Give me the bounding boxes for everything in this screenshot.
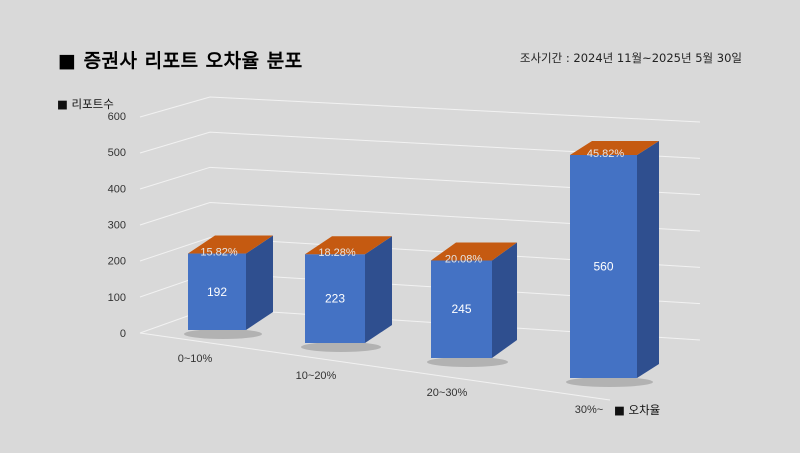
bar-shadow xyxy=(301,342,381,352)
x-category-label: 20~30% xyxy=(427,387,468,399)
y-axis-label: ■ 리포트수 xyxy=(57,97,114,111)
bar-top xyxy=(570,141,659,155)
bar xyxy=(188,253,246,330)
legend-entry: ■ 오차율 xyxy=(614,403,661,417)
x-category-label: 10~20% xyxy=(296,370,337,382)
bar-side xyxy=(246,235,273,330)
gridline xyxy=(139,201,701,232)
chart-title: ■ 증권사 리포트 오차율 분포 xyxy=(58,50,303,72)
floor-edge xyxy=(139,332,611,401)
x-category-label: 30%~ xyxy=(575,404,603,416)
bar-side xyxy=(492,242,517,358)
gridline xyxy=(139,96,701,123)
bar-value-label: 223 xyxy=(325,292,345,306)
bar-percent-label: 45.82% xyxy=(587,148,625,160)
gridline xyxy=(139,166,701,196)
x-category-label: 0~10% xyxy=(178,353,213,365)
bar-top xyxy=(305,236,392,255)
bar-percent-label: 20.08% xyxy=(445,253,483,265)
gridline xyxy=(139,131,701,159)
bar xyxy=(570,155,637,378)
bar-side xyxy=(365,236,392,343)
y-tick-label: 0 xyxy=(120,328,126,340)
bar-top xyxy=(431,242,517,261)
bar-top xyxy=(188,235,273,254)
bar-shadow xyxy=(427,357,508,367)
bar-value-label: 560 xyxy=(593,260,613,274)
gridline xyxy=(139,237,701,268)
y-tick-label: 300 xyxy=(108,220,126,232)
bar-value-label: 192 xyxy=(207,285,227,299)
bar-percent-label: 18.28% xyxy=(318,247,356,259)
y-tick-label: 600 xyxy=(108,111,126,123)
y-tick-label: 100 xyxy=(108,292,126,304)
bar-side xyxy=(637,141,659,378)
y-tick-label: 500 xyxy=(108,147,126,159)
bar-shadow xyxy=(566,377,653,387)
bar-shadow xyxy=(184,329,262,339)
bar xyxy=(431,260,492,358)
bar xyxy=(305,254,365,343)
y-tick-label: 200 xyxy=(108,256,126,268)
bar-value-label: 245 xyxy=(451,302,471,316)
survey-period: 조사기간 : 2024년 11월~2025년 5월 30일 xyxy=(519,51,742,65)
bar-percent-label: 15.82% xyxy=(200,247,238,259)
y-tick-label: 400 xyxy=(108,183,126,195)
